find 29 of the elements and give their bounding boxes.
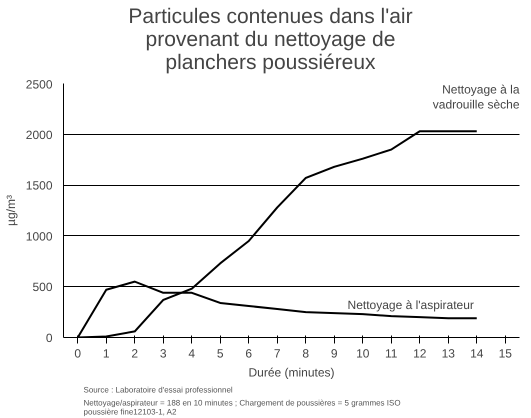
- y-tick-label: 1500: [26, 178, 53, 193]
- y-tick-label: 2500: [26, 78, 53, 92]
- x-tick-label: 10: [356, 346, 370, 361]
- x-axis-title: Durée (minutes): [248, 366, 335, 380]
- x-tick-label: 3: [160, 346, 167, 361]
- y-axis-title: µg/m³: [4, 195, 18, 226]
- x-tick-label: 15: [498, 346, 512, 361]
- x-tick-label: 0: [74, 346, 82, 361]
- x-tick-label: 7: [274, 346, 281, 361]
- x-tick-label: 13: [442, 346, 456, 361]
- x-tick-label: 12: [413, 346, 427, 361]
- x-tick-label: 5: [216, 346, 224, 361]
- y-tick-label: 2000: [26, 128, 53, 142]
- source-note: Source : Laboratoire d'essai professionnel: [84, 386, 233, 395]
- x-tick-label: 1: [102, 346, 110, 361]
- x-tick-label: 11: [385, 346, 398, 361]
- series-label: Nettoyage à la vadrouille sèche: [432, 82, 520, 112]
- x-tick-label: 9: [330, 346, 338, 361]
- x-tick-label: 4: [188, 346, 196, 361]
- x-tick-label: 2: [131, 346, 138, 361]
- y-tick-label: 0: [46, 331, 53, 346]
- y-tick-label: 500: [32, 280, 53, 294]
- y-tick-label: 1000: [26, 230, 53, 244]
- x-tick-label: 8: [302, 346, 310, 361]
- x-tick-label: 14: [470, 346, 484, 361]
- x-tick-label: 6: [245, 346, 252, 361]
- series-label: Nettoyage à l'aspirateur: [348, 298, 474, 312]
- chart-title: Particules contenues dans l'air provenant du nettoyage de planchers poussiéreux: [128, 5, 413, 74]
- text: Nettoyage/aspirateur = 188 en 10 minutes ; Chargement de poussières = 5 grammes ISO poussière fine12103-1, A2: [84, 398, 401, 417]
